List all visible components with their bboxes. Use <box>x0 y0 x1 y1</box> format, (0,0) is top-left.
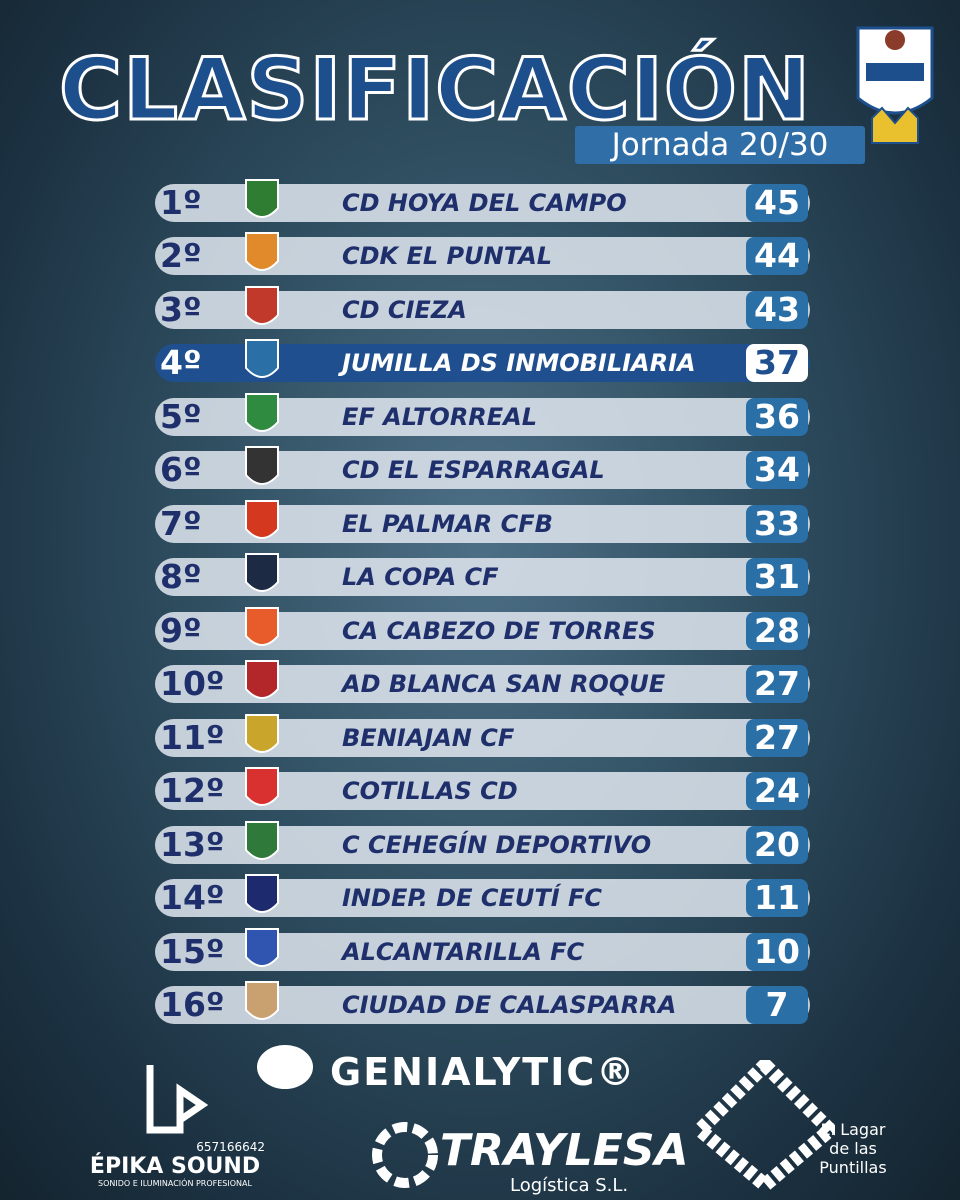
team-name: EL PALMAR CFB <box>342 509 553 538</box>
position: 6º <box>160 450 202 490</box>
points: 34 <box>746 451 808 490</box>
position: 13º <box>160 824 225 864</box>
club-crest <box>856 26 934 144</box>
position: 15º <box>160 931 225 971</box>
points: 44 <box>746 237 808 276</box>
standings-row: 11º BENIAJAN CF 27 <box>155 713 810 757</box>
standings-row: 2º CDK EL PUNTAL 44 <box>155 232 810 276</box>
team-name: AD BLANCA SAN ROQUE <box>342 670 666 699</box>
position: 2º <box>160 236 202 276</box>
tagline: Logística S.L. <box>510 1175 629 1196</box>
points: 20 <box>746 825 808 864</box>
lagar-logo: El Lagar de las Puntillas <box>689 1055 895 1195</box>
team-badge <box>245 553 279 593</box>
sponsor-name: El Lagar de las Puntillas <box>819 1120 887 1177</box>
team-badge <box>245 392 279 432</box>
traylesa-icon <box>372 1122 438 1188</box>
team-name: INDEP. DE CEUTÍ FC <box>342 884 603 913</box>
position: 16º <box>160 985 225 1025</box>
position: 9º <box>160 610 202 650</box>
team-name: CD CIEZA <box>342 295 467 324</box>
standings-row: 3º CD CIEZA 43 <box>155 285 810 329</box>
phone: 657166642 <box>196 1140 265 1154</box>
position: 3º <box>160 289 202 329</box>
brain-icon <box>257 1045 313 1089</box>
points: 27 <box>746 718 808 757</box>
standings-row: 13º C CEHEGÍN DEPORTIVO 20 <box>155 820 810 864</box>
standings-row: 5º EF ALTORREAL 36 <box>155 392 810 436</box>
team-name: C CEHEGÍN DEPORTIVO <box>342 830 652 859</box>
team-badge <box>245 767 279 807</box>
standings-row: 8º LA COPA CF 31 <box>155 553 810 597</box>
points: 36 <box>746 397 808 436</box>
position: 12º <box>160 771 225 811</box>
standings-row: 6º CD EL ESPARRAGAL 34 <box>155 446 810 490</box>
tagline: SONIDO E ILUMINACIÓN PROFESIONAL <box>98 1179 252 1188</box>
standings-row: 9º CA CABEZO DE TORRES 28 <box>155 606 810 650</box>
standings-row: 12º COTILLAS CD 24 <box>155 767 810 811</box>
points: 37 <box>746 344 808 383</box>
epika-logo: 657166642 ÉPIKA SOUND SONIDO E ILUMINACI… <box>85 1060 265 1188</box>
team-badge <box>245 179 279 218</box>
sponsor-name: GENIALYTIC® <box>330 1050 637 1094</box>
team-name: JUMILLA DS INMOBILIARIA <box>342 349 696 378</box>
team-name: LA COPA CF <box>342 563 499 592</box>
team-badge <box>245 232 279 272</box>
lagar-icon <box>689 1055 841 1195</box>
standings-row: 16º CIUDAD DE CALASPARRA 7 <box>155 981 810 1025</box>
position: 8º <box>160 557 202 597</box>
team-name: BENIAJAN CF <box>342 723 515 752</box>
standings-row: 14º INDEP. DE CEUTÍ FC 11 <box>155 874 810 918</box>
points: 10 <box>746 932 808 971</box>
team-badge <box>245 981 279 1021</box>
team-badge <box>245 499 279 539</box>
standings-row: 7º EL PALMAR CFB 33 <box>155 499 810 543</box>
team-badge <box>245 713 279 753</box>
standings-row: 15º ALCANTARILLA FC 10 <box>155 927 810 971</box>
genialytic-logo: GENIALYTIC® <box>257 1045 637 1094</box>
team-name: COTILLAS CD <box>342 777 518 806</box>
standings-row: 4º JUMILLA DS INMOBILIARIA 37 <box>155 339 810 383</box>
team-name: CD EL ESPARRAGAL <box>342 456 605 485</box>
position: 11º <box>160 717 225 757</box>
sponsor-name: ÉPIKA SOUND <box>89 1154 261 1179</box>
team-name: EF ALTORREAL <box>342 402 538 431</box>
team-name: CDK EL PUNTAL <box>342 242 553 271</box>
standings-row: 10º AD BLANCA SAN ROQUE 27 <box>155 660 810 704</box>
points: 31 <box>746 558 808 597</box>
position: 10º <box>160 664 225 704</box>
position: 14º <box>160 878 225 918</box>
team-badge <box>245 927 279 967</box>
position: 5º <box>160 396 202 436</box>
team-name: CA CABEZO DE TORRES <box>342 616 656 645</box>
points: 24 <box>746 772 808 811</box>
points: 43 <box>746 290 808 329</box>
team-badge <box>245 874 279 914</box>
position: 7º <box>160 503 202 543</box>
points: 33 <box>746 504 808 543</box>
team-name: CIUDAD DE CALASPARRA <box>342 991 677 1020</box>
position: 1º <box>160 183 202 222</box>
team-badge <box>245 606 279 646</box>
team-badge <box>245 446 279 486</box>
subtitle: Jornada 20/30 <box>575 126 865 164</box>
standings-row: 1º CD HOYA DEL CAMPO 45 <box>155 179 810 222</box>
position: 4º <box>160 343 202 383</box>
team-badge <box>245 339 279 379</box>
points: 45 <box>746 184 808 222</box>
team-name: CD HOYA DEL CAMPO <box>342 189 627 217</box>
team-badge <box>245 660 279 700</box>
points: 11 <box>746 879 808 918</box>
points: 28 <box>746 611 808 650</box>
sponsor-name: TRAYLESA <box>440 1125 689 1176</box>
title: CLASIFICACIÓN <box>57 39 812 142</box>
team-badge <box>245 285 279 325</box>
team-badge <box>245 820 279 860</box>
epika-icon <box>146 1065 209 1134</box>
team-name: ALCANTARILLA FC <box>342 937 585 966</box>
points: 27 <box>746 665 808 704</box>
points: 7 <box>746 986 808 1025</box>
